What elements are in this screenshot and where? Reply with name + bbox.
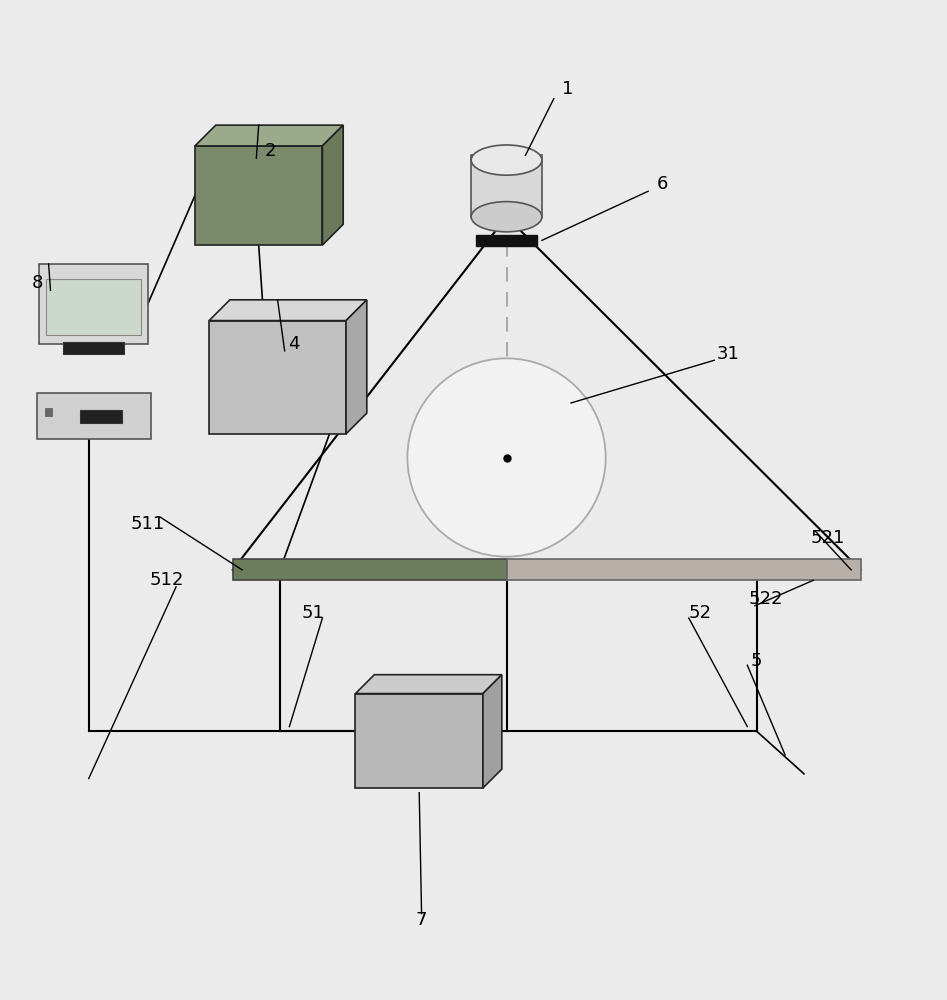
- Text: 4: 4: [288, 335, 300, 353]
- Polygon shape: [209, 300, 366, 321]
- Bar: [507, 559, 861, 580]
- Bar: [472, 155, 542, 217]
- Bar: [45, 279, 141, 335]
- Text: 6: 6: [656, 175, 668, 193]
- Text: 521: 521: [811, 529, 845, 547]
- Bar: [195, 146, 322, 245]
- Text: 511: 511: [131, 515, 165, 533]
- Text: 512: 512: [150, 571, 184, 589]
- Polygon shape: [322, 125, 343, 245]
- Text: 8: 8: [31, 274, 43, 292]
- Bar: [39, 264, 148, 344]
- Text: 522: 522: [749, 590, 783, 608]
- Bar: [475, 235, 537, 246]
- Ellipse shape: [472, 145, 542, 175]
- Text: 52: 52: [688, 604, 711, 622]
- Bar: [37, 393, 151, 439]
- Ellipse shape: [472, 202, 542, 232]
- Bar: [209, 321, 346, 434]
- Text: 51: 51: [301, 604, 325, 622]
- Bar: [80, 410, 122, 423]
- Text: 7: 7: [416, 911, 427, 929]
- Circle shape: [407, 358, 606, 557]
- Polygon shape: [346, 300, 366, 434]
- Bar: [355, 694, 483, 788]
- Bar: [45, 408, 52, 416]
- Polygon shape: [195, 125, 343, 146]
- Text: 1: 1: [563, 80, 574, 98]
- Polygon shape: [483, 675, 502, 788]
- Bar: [233, 559, 507, 580]
- Text: 5: 5: [751, 652, 762, 670]
- Bar: [63, 342, 124, 354]
- Polygon shape: [355, 675, 502, 694]
- Text: 2: 2: [265, 142, 277, 160]
- Text: 31: 31: [717, 345, 740, 363]
